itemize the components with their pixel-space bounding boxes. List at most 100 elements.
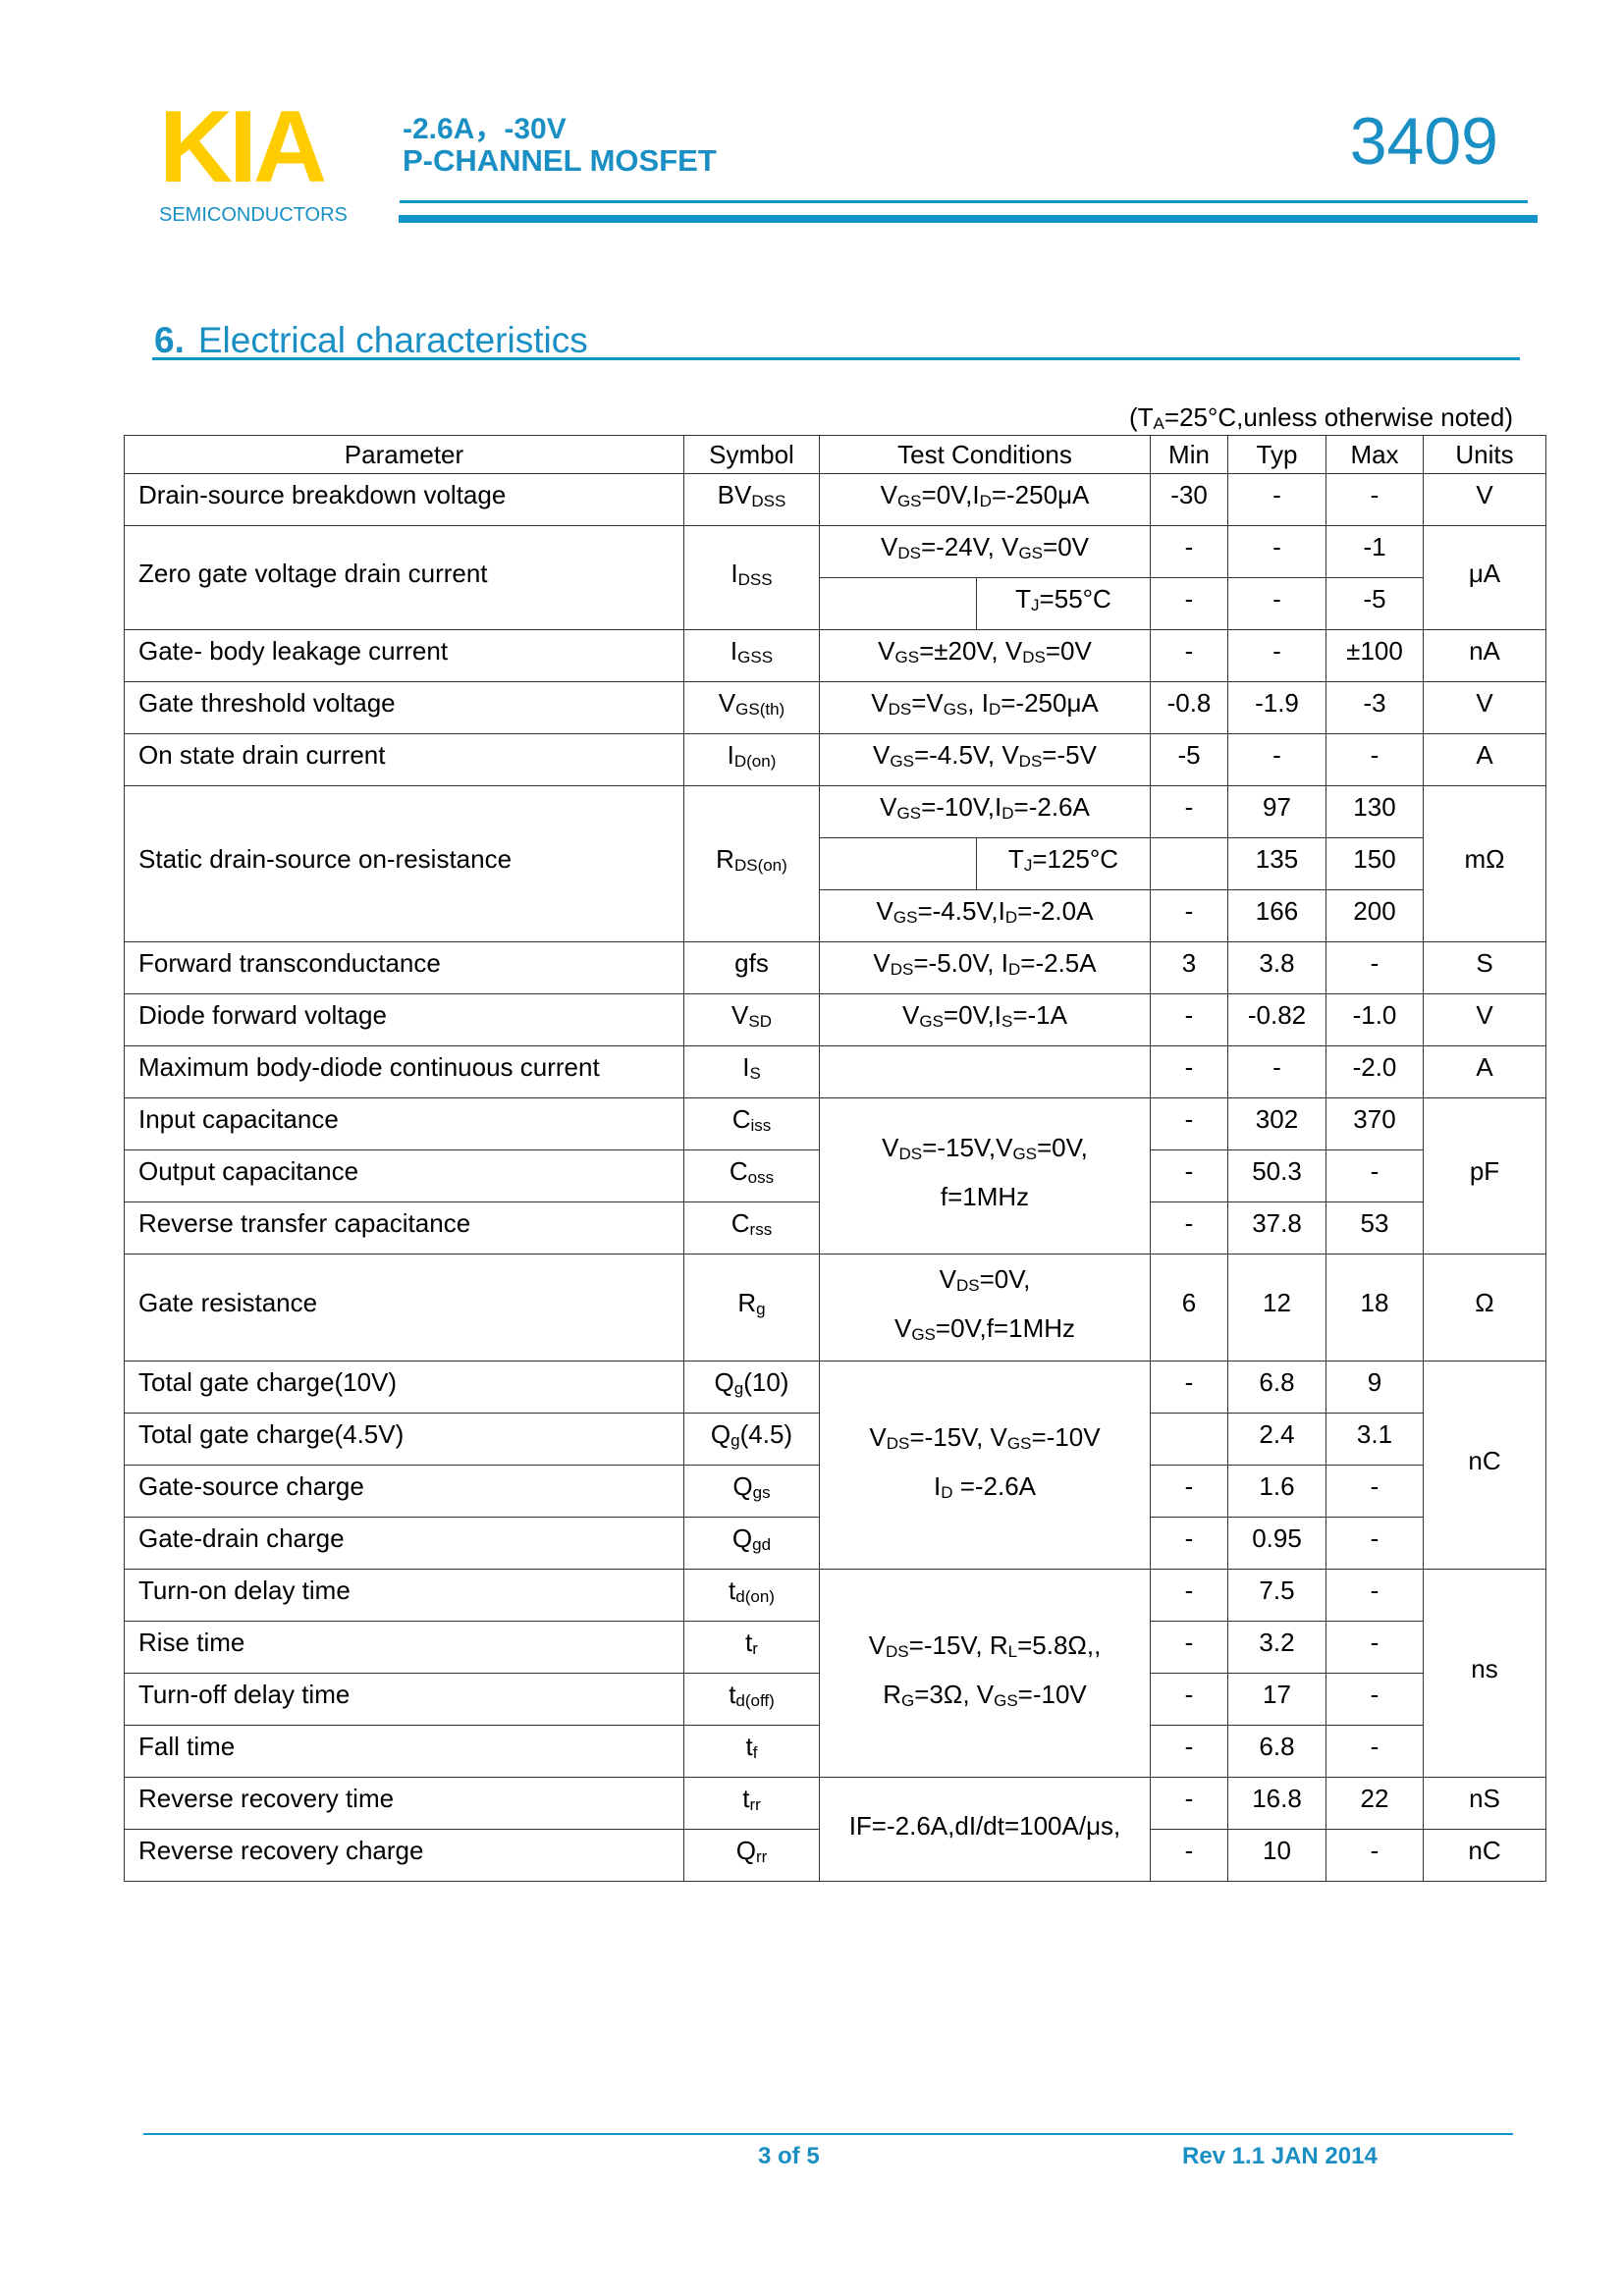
text-segment: =0V,I [921,480,980,510]
condition-line: VDS=-15V, VGS=-10V [820,1413,1150,1462]
symbol-cell: Qrr [683,1829,820,1882]
kia-logo: KIA [159,90,327,204]
symbol-cell: RDS(on) [683,785,820,942]
subscript: rr [749,1795,761,1815]
symbol-cell: Qgs [683,1465,820,1518]
typ-cell: 37.8 [1227,1201,1326,1255]
typ-cell: - [1227,1045,1326,1098]
min-cell: - [1150,1149,1228,1202]
unit-cell: μA [1423,525,1546,630]
subscript: J [1023,856,1033,876]
condition-line: VGS=0V,f=1MHz [820,1304,1150,1353]
text-segment: R [716,844,734,875]
condition-cell: TJ=55°C [976,577,1151,630]
text-segment: =-5.0V, I [913,948,1008,979]
parameter-cell: Diode forward voltage [124,993,684,1046]
min-cell: -0.8 [1150,681,1228,734]
subscript: D [1007,960,1021,980]
parameter-cell: Zero gate voltage drain current [124,525,684,630]
text-segment: Q [731,1523,753,1554]
subscript: GS [896,804,922,824]
table-row: Drain-source breakdown voltage BVDSS VGS=0… [124,473,1546,526]
symbol-cell: Crss [683,1201,820,1255]
unit-cell: nS [1423,1777,1546,1830]
text-segment: (T [1129,402,1154,432]
text-segment: =0V,f=1MHz [935,1313,1076,1343]
text-segment: =3Ω, V [914,1679,995,1709]
max-cell: - [1325,733,1424,786]
subscript: GS [919,1012,944,1032]
table-row: Reverse recovery charge Qrr -10- nC [124,1829,1546,1882]
subscript: GS [893,908,918,928]
typ-cell: 3.2 [1227,1621,1326,1674]
table-row: Turn-off delay time td(off) -17- [124,1673,1546,1726]
symbol-cell: Qgd [683,1517,820,1570]
table-row: TJ=55°C - - -5 [125,577,1546,630]
parameter-cell: Reverse recovery charge [124,1829,684,1882]
subscript: J [1031,596,1040,615]
parameter-cell: Gate threshold voltage [124,681,684,734]
header-max: Max [1325,435,1424,474]
condition-cell: VDS=-24V, VGS=0V [819,525,1151,578]
condition-cell: VDS=-15V, RL=5.8Ω,, RG=3Ω, VGS=-10V [819,1569,1151,1778]
parameter-cell: Reverse recovery time [124,1777,684,1830]
header-parameter: Parameter [124,435,684,474]
text-segment: V [880,792,897,823]
unit-cell: A [1423,733,1546,786]
table-row: Gate-source charge Qgs -1.6- [124,1465,1546,1518]
header-test-conditions: Test Conditions [819,435,1151,474]
condition-line: IF=-2.6A,dI/dt=100A/μs, [820,1801,1150,1850]
parameter-cell: Static drain-source on-resistance [124,785,684,942]
text-segment: I [742,1052,750,1083]
table-row: Static drain-source on-resistance RDS(on)… [124,785,1546,942]
max-cell: -1.0 [1325,993,1424,1046]
unit-cell: Ω [1423,1254,1546,1362]
unit-cell: nC [1423,1361,1546,1570]
text-segment: I [730,558,738,588]
unit-cell: S [1423,941,1546,994]
typ-cell: - [1227,577,1326,630]
table-row: Total gate charge(4.5V) Qg(4.5) 2.4 3.1 [124,1413,1546,1466]
unit-cell: pF [1423,1097,1546,1255]
subscript: DS [955,1276,980,1295]
subscript: GS [943,700,968,720]
symbol-cell: Coss [683,1149,820,1202]
text-segment: =-4.5V,I [917,896,1005,927]
subscript: D [988,700,1001,720]
subscript: DSS [737,569,773,589]
text-segment: =-15V,V [922,1133,1013,1162]
parameter-cell: On state drain current [124,733,684,786]
symbol-cell: gfs [683,941,820,994]
unit-cell: V [1423,681,1546,734]
min-cell: - [1150,1569,1228,1622]
table-row: Total gate charge(10V) Qg(10) VDS=-15V, VG… [124,1361,1546,1570]
unit-cell: nC [1423,1829,1546,1882]
max-cell: - [1325,1465,1424,1518]
text-segment: =±20V, V [919,636,1023,667]
subscript: rss [749,1220,773,1240]
subscript: L [1007,1641,1018,1661]
subscript: d(on) [735,1587,775,1607]
text-segment: =-2.6A [952,1470,1037,1501]
symbol-cell: VSD [683,993,820,1046]
condition-line: VDS=0V, [820,1255,1150,1304]
min-cell: - [1150,1777,1228,1830]
symbol-cell: tf [683,1725,820,1778]
min-cell: - [1150,785,1228,838]
subscript: g [730,1431,740,1451]
min-cell: - [1150,1097,1228,1150]
text-segment: IF=-2.6A,dI/dt=100A/μs, [848,1810,1121,1841]
symbol-cell: Ciss [683,1097,820,1150]
condition-cell: VDS=VGS, ID=-250μA [819,681,1151,734]
subscript: DS [890,960,914,980]
min-cell: - [1150,1045,1228,1098]
typ-cell: 3.8 [1227,941,1326,994]
text-segment: I [933,1470,942,1501]
text-segment: V [873,948,891,979]
min-cell: -5 [1150,733,1228,786]
header-units: Units [1423,435,1546,474]
table-row: TJ=125°C 135 150 [125,837,1546,890]
text-segment: =125°C [1032,844,1119,875]
text-segment: =-2.6A [1013,792,1090,823]
condition-cell: VDS=0V, VGS=0V,f=1MHz [819,1254,1151,1362]
